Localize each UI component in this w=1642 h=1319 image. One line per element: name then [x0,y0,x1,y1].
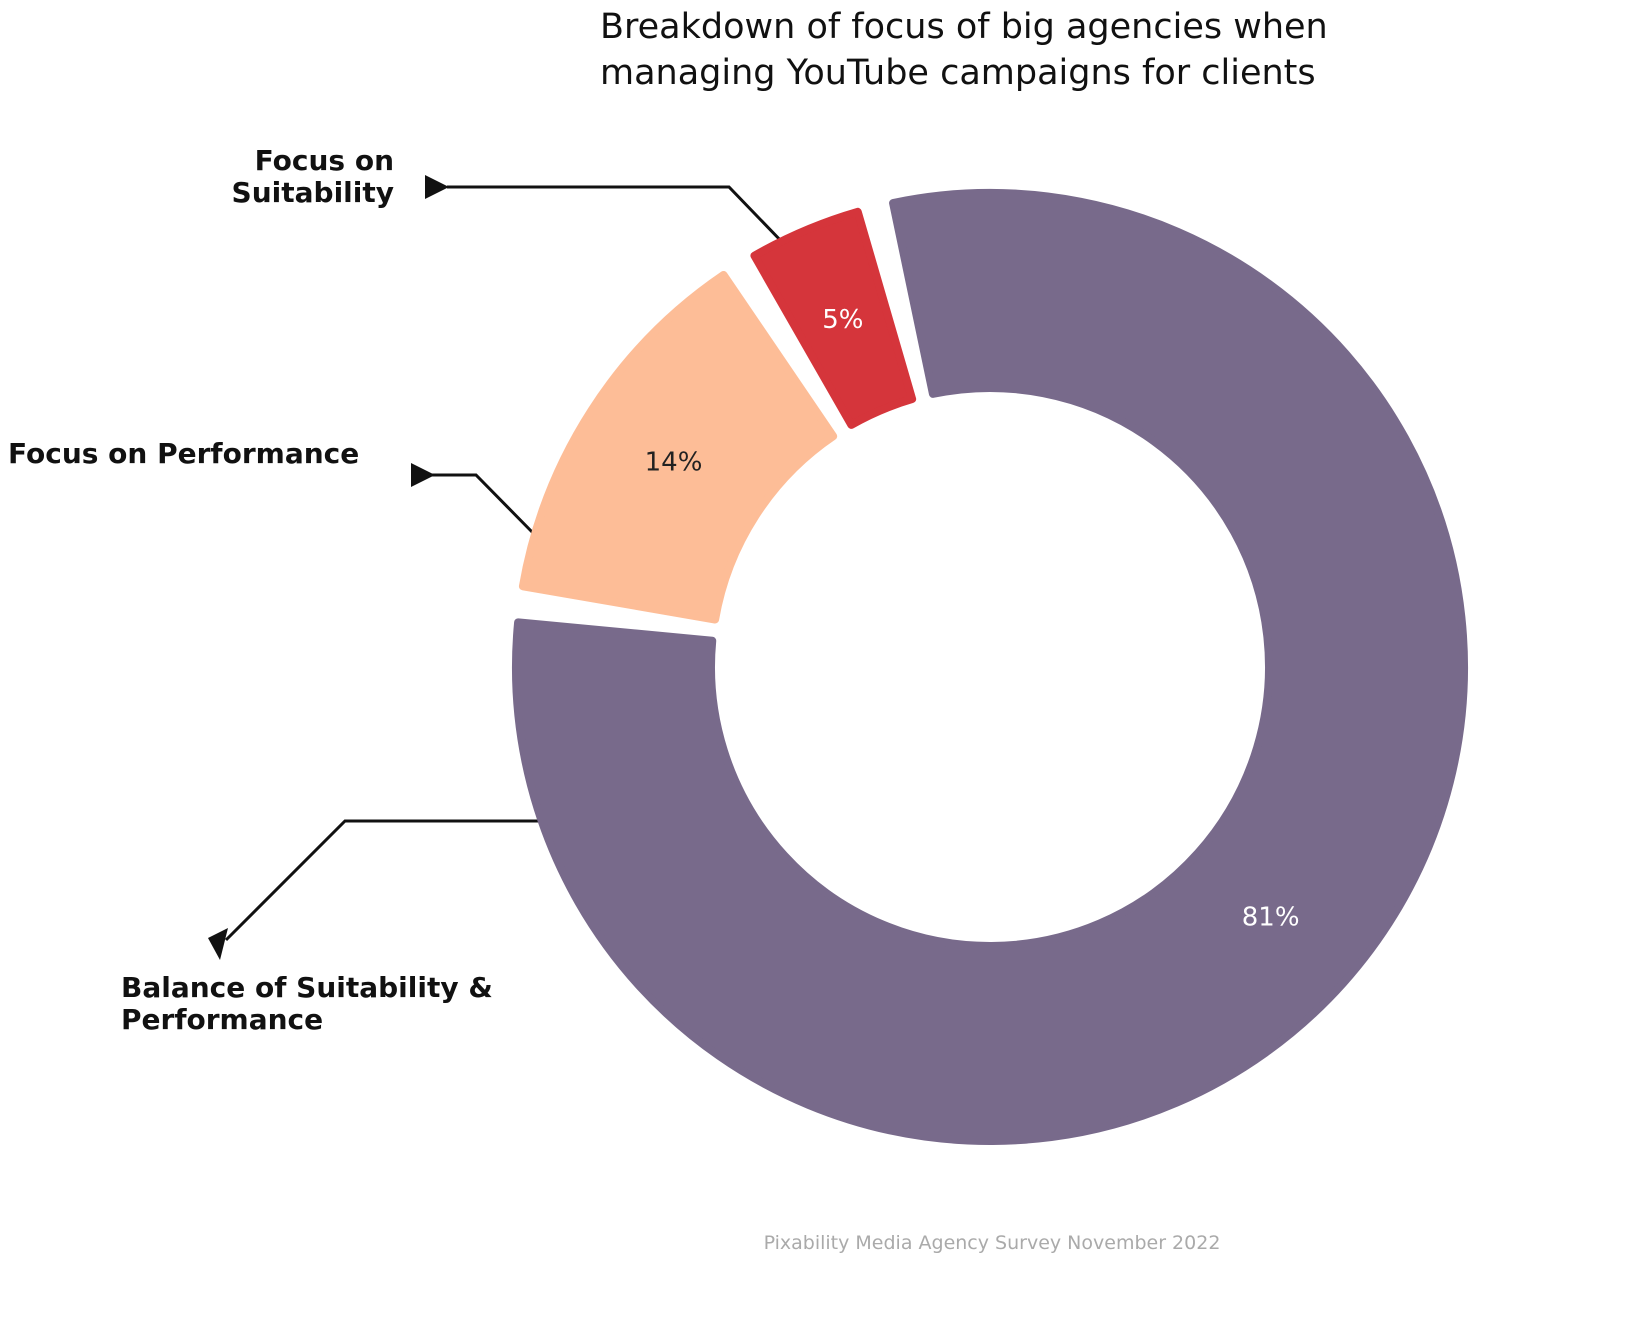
arrow-head [425,175,449,199]
arrows [208,175,449,960]
value-label: 81% [1242,902,1300,932]
donut-slice [512,189,1468,1145]
callouts [224,185,786,942]
donut-slice [518,270,838,624]
callout-line [447,185,786,246]
arrow-head [208,928,228,960]
value-label: 5% [822,305,863,335]
chart-title: Breakdown of focus of big agencies when … [600,7,1328,93]
arrow-head [411,463,435,487]
category-label: Balance of Suitability & Performance [121,971,493,1036]
callout-line [432,473,539,539]
source-note: Pixability Media Agency Survey November … [763,1232,1221,1254]
callout-line [224,819,542,942]
donut-slice [750,207,917,429]
category-label: Focus on Performance [8,437,360,470]
category-label: Focus on Suitability [231,144,394,209]
value-label: 14% [645,448,703,478]
